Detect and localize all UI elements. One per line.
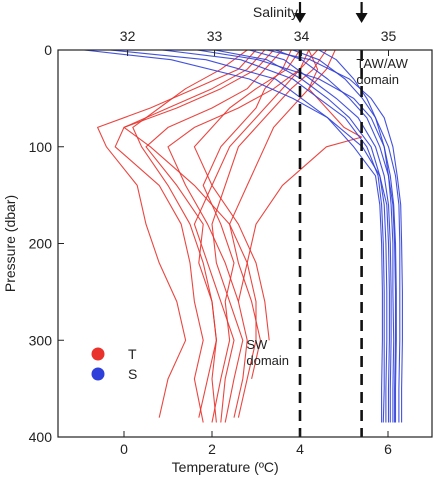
x-tick-label: 0 bbox=[120, 441, 128, 457]
profile-s-4 bbox=[249, 50, 392, 423]
x2-tick-label: 32 bbox=[120, 28, 136, 44]
x2-tick-label: 35 bbox=[381, 28, 397, 44]
temperature-axis-label: Temperature (ºC) bbox=[172, 459, 279, 475]
annotation-line: domain bbox=[356, 72, 399, 87]
profile-s-6 bbox=[292, 50, 401, 423]
profile-s-2 bbox=[162, 50, 385, 423]
profile-s-7 bbox=[266, 50, 403, 423]
x-tick-label: 6 bbox=[384, 441, 392, 457]
profile-t-11 bbox=[237, 50, 363, 302]
profile-t-12 bbox=[132, 50, 248, 418]
domain-annotation-2: SW domain bbox=[246, 337, 289, 368]
annotation-line: domain bbox=[246, 353, 289, 368]
profile-t-2 bbox=[114, 50, 275, 423]
y-tick-label: 100 bbox=[29, 139, 53, 155]
domain-annotation-1: TAW/AW domain bbox=[356, 56, 408, 87]
series-layer bbox=[84, 50, 403, 423]
annotation-line: SW bbox=[246, 337, 268, 352]
x2-tick-label: 34 bbox=[294, 28, 310, 44]
profile-s-1 bbox=[110, 50, 383, 423]
legend-label-t: T bbox=[128, 346, 137, 362]
x-tick-label: 4 bbox=[296, 441, 304, 457]
x2-tick-label: 33 bbox=[207, 28, 223, 44]
profile-t-9 bbox=[229, 50, 336, 380]
reference-lines-layer bbox=[294, 2, 368, 437]
down-arrow-icon bbox=[355, 13, 368, 23]
profile-s-9 bbox=[197, 50, 397, 423]
y-tick-label: 400 bbox=[29, 429, 53, 445]
profile-s-10 bbox=[84, 50, 390, 423]
y-tick-label: 300 bbox=[29, 332, 53, 348]
series-t bbox=[97, 50, 363, 423]
plot-frame bbox=[57, 49, 433, 438]
annotation-line: TAW/AW bbox=[356, 56, 408, 71]
ticks-layer: 0 2 4 6 32 33 34 35 0 100 200 300 400 bbox=[29, 28, 397, 457]
legend-label-s: S bbox=[128, 366, 137, 382]
down-arrow-icon bbox=[294, 13, 306, 23]
x-tick-label: 2 bbox=[208, 441, 216, 457]
legend-marker-s bbox=[91, 367, 105, 381]
legend: TS bbox=[91, 346, 137, 382]
profile-t-1 bbox=[97, 50, 257, 418]
profile-t-8 bbox=[123, 50, 266, 418]
profile-t-10 bbox=[193, 50, 301, 341]
y-tick-label: 200 bbox=[29, 236, 53, 252]
profile-s-8 bbox=[318, 50, 395, 423]
profile-t-7 bbox=[167, 50, 319, 418]
profile-t-4 bbox=[202, 50, 292, 423]
legend-marker-t bbox=[91, 347, 105, 361]
profile-t-6 bbox=[211, 50, 327, 423]
series-s bbox=[84, 50, 403, 423]
salinity-axis-label: Salinity bbox=[253, 4, 298, 20]
y-tick-label: 0 bbox=[44, 42, 52, 58]
pressure-axis-label: Pressure (dbar) bbox=[2, 195, 18, 292]
